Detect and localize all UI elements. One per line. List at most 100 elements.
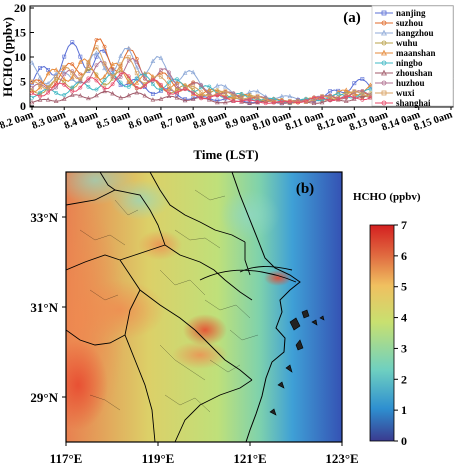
data-point-hangzhou	[150, 58, 156, 64]
data-point-shanghai	[110, 82, 115, 87]
data-point-maanshan	[29, 88, 35, 93]
data-point-zhoushan	[190, 96, 196, 101]
data-point-wuxi	[38, 83, 42, 87]
data-point-ningbo	[336, 91, 341, 96]
heatmap-panel: 117°E 119°E 121°E 123°E 29°N 31°N 33°N (b) HC…	[30, 171, 421, 466]
data-point-wuxi	[62, 64, 67, 69]
data-point-huzhou	[207, 91, 212, 96]
data-point-suzhou	[102, 44, 107, 49]
data-point-maanshan	[37, 84, 43, 90]
data-point-wuxi	[94, 45, 99, 50]
data-point-huzhou	[231, 91, 236, 96]
data-point-wuxi	[360, 92, 365, 97]
legend-marker-shanghai	[381, 100, 387, 106]
data-point-ningbo	[118, 80, 123, 85]
colorbar-tick-label: 4	[401, 311, 407, 325]
data-point-wuxi	[159, 74, 163, 79]
data-point-suzhou	[110, 66, 115, 71]
x-axis-label-a: Time (LST)	[193, 147, 258, 162]
legend-marker-wuxi	[381, 90, 387, 96]
data-point-hangzhou	[45, 80, 51, 86]
data-point-maanshan	[94, 73, 99, 79]
colorbar-tick-label: 1	[401, 403, 407, 417]
data-point-huzhou	[126, 58, 131, 63]
data-point-shanghai	[215, 93, 220, 98]
colorbar	[369, 224, 395, 442]
data-point-hangzhou	[182, 70, 188, 75]
data-point-zhoushan	[110, 91, 115, 96]
y-tick-label-a: 0	[20, 99, 26, 113]
data-point-nanjing	[150, 91, 155, 96]
data-point-hangzhou	[126, 45, 131, 51]
data-point-nanjing	[352, 81, 357, 86]
data-point-huzhou	[134, 60, 139, 64]
data-point-zhoushan	[319, 99, 325, 105]
data-point-zhoushan	[45, 97, 51, 102]
legend-label-wuxi: wuxi	[396, 88, 415, 98]
data-point-zhoushan	[86, 95, 91, 101]
data-point-shanghai	[134, 85, 139, 90]
data-point-zhoushan	[37, 97, 43, 102]
data-point-nanjing	[38, 66, 42, 70]
data-point-shanghai	[167, 91, 171, 96]
data-point-shanghai	[94, 78, 99, 83]
data-point-wuxi	[30, 79, 34, 84]
x-tick-label-a: 8.6 0am	[127, 109, 164, 131]
data-point-zhoushan	[215, 99, 220, 105]
data-point-wuxi	[352, 89, 357, 94]
data-point-nanjing	[328, 89, 333, 94]
data-point-zhoushan	[118, 95, 123, 100]
data-point-zhoushan	[126, 92, 131, 98]
data-point-ningbo	[30, 95, 34, 100]
data-point-zhoushan	[343, 98, 349, 103]
data-point-zhoushan	[174, 95, 180, 100]
data-point-shanghai	[239, 99, 244, 103]
legend-label-ningbo: ningbo	[396, 58, 423, 68]
x-tick-label-a: 8.8 0am	[192, 109, 229, 131]
data-point-wuxi	[134, 71, 139, 76]
data-point-hangzhou	[94, 50, 99, 55]
legend-label-zhoushan: zhoushan	[396, 68, 433, 78]
data-point-shanghai	[46, 90, 51, 95]
data-point-shanghai	[62, 82, 67, 87]
data-point-zhoushan	[263, 98, 268, 103]
x-axis-b: 117°E 119°E 121°E 123°E	[50, 442, 359, 466]
legend-marker-ningbo	[381, 60, 387, 66]
legend: nanjingsuzhouhangzhouwuhumaanshanningboz…	[371, 5, 454, 108]
x-tick-label-a: 8.4 0am	[63, 109, 100, 131]
data-point-shanghai	[142, 84, 147, 88]
data-point-shanghai	[296, 100, 300, 105]
data-point-wuxi	[167, 84, 171, 88]
y-tick-label-a: 15	[14, 26, 26, 40]
data-point-wuhu	[86, 67, 91, 72]
data-point-hangzhou	[37, 74, 43, 80]
y-tick-label-a: 20	[14, 1, 26, 15]
data-point-maanshan	[343, 87, 349, 92]
data-point-wuxi	[328, 95, 333, 100]
y-tick-label-a: 5	[20, 75, 26, 89]
data-point-shanghai	[304, 99, 308, 103]
colorbar-tick-label: 7	[401, 218, 407, 232]
legend-marker-hangzhou	[381, 29, 387, 36]
data-point-shanghai	[231, 99, 236, 104]
colorbar-ticks: 0 1 2 3 4 5 6 7	[394, 218, 407, 448]
colorbar-title: HCHO (ppbv)	[353, 191, 421, 203]
data-point-maanshan	[78, 59, 83, 64]
data-point-ningbo	[175, 77, 179, 82]
data-point-zhoushan	[311, 100, 317, 105]
data-point-shanghai	[30, 91, 34, 96]
x-tick-label-b: 119°E	[142, 451, 175, 466]
data-point-ningbo	[38, 90, 42, 95]
legend-marker-suzhou	[381, 20, 387, 26]
data-point-ningbo	[126, 84, 131, 89]
data-point-wuxi	[46, 86, 51, 91]
data-point-zhoushan	[223, 99, 228, 105]
data-point-huzhou	[199, 83, 204, 88]
data-point-wuxi	[223, 89, 228, 94]
panel-b-label: (b)	[296, 181, 314, 197]
data-point-wuhu	[344, 90, 349, 95]
legend-marker-zhoushan	[381, 69, 387, 76]
data-point-zhoushan	[206, 97, 212, 102]
data-point-shanghai	[38, 94, 42, 99]
